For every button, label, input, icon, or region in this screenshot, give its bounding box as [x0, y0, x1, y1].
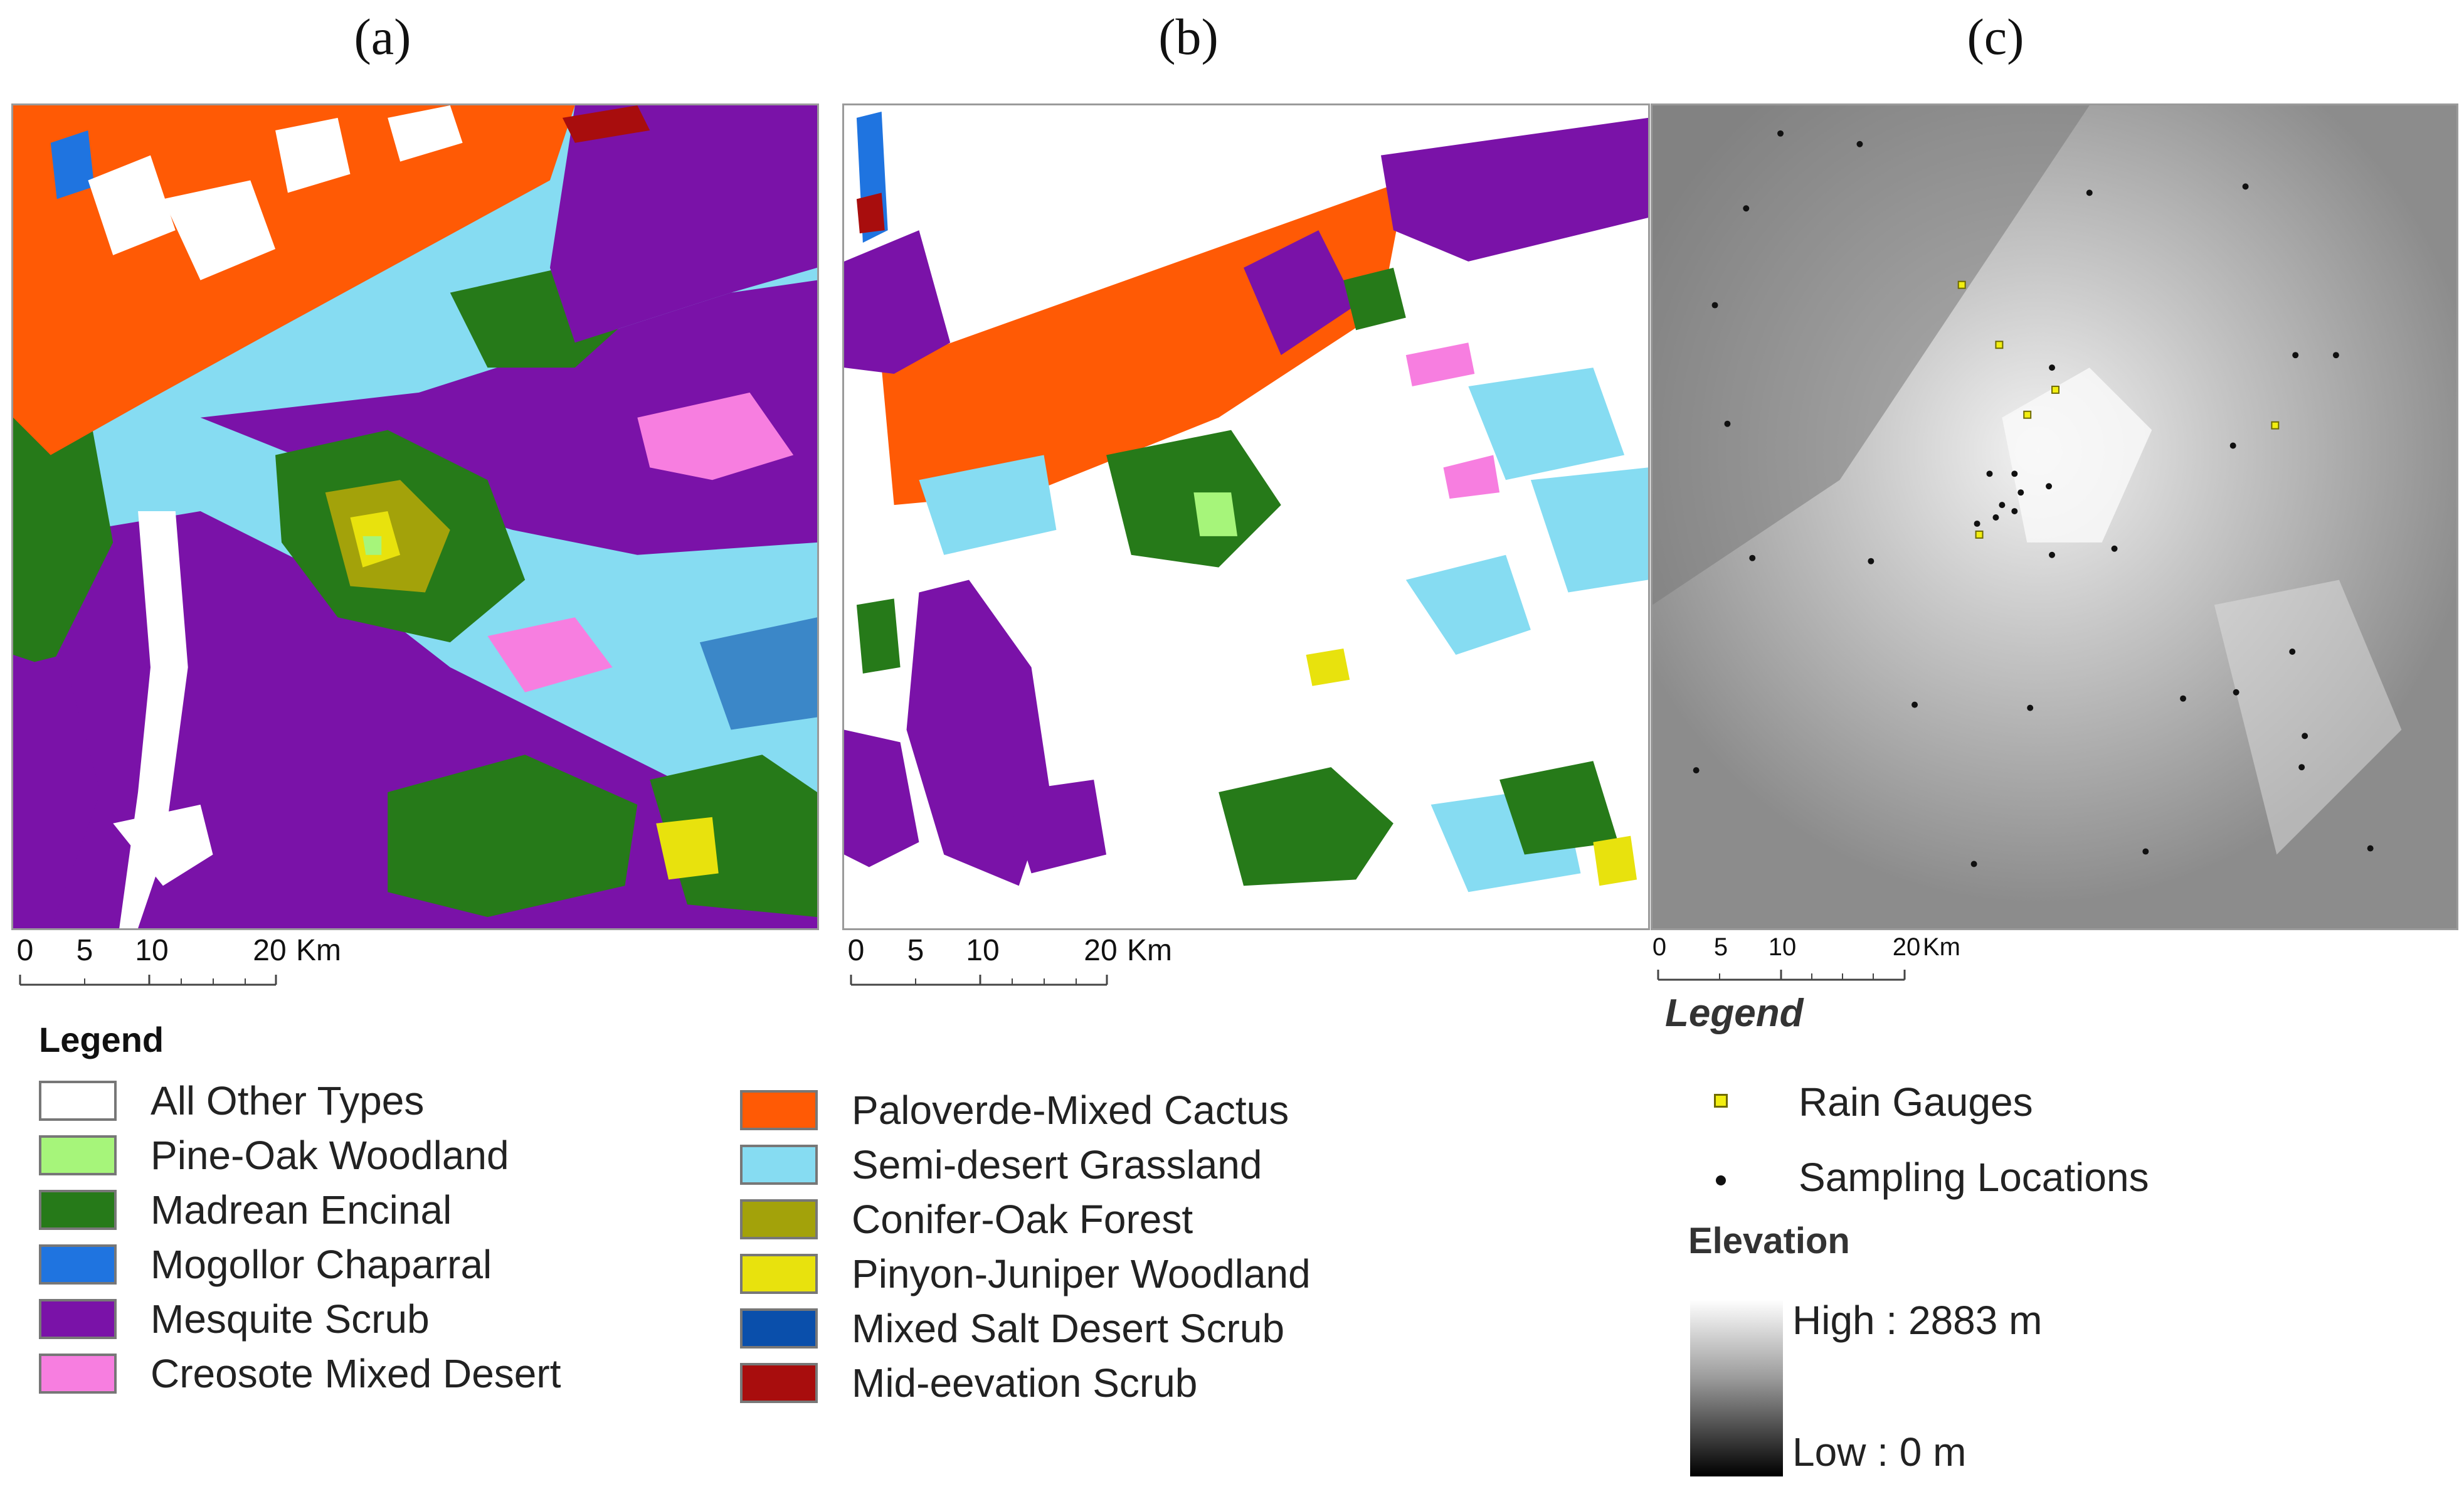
legend-label: Mixed Salt Desert Scrub — [852, 1306, 1285, 1351]
rain-gauge-legend-symbol — [1714, 1094, 1728, 1108]
legend-item-conifer-oak-forest: Conifer-Oak Forest — [740, 1197, 1193, 1242]
sampling-location-legend-label: Sampling Locations — [1799, 1155, 2149, 1200]
elevation-low-label: Low : 0 m — [1792, 1429, 1967, 1475]
vegetation-legend-title: Legend — [39, 1020, 164, 1059]
scale-bar-graphic-b — [850, 975, 1108, 986]
scale-tick-0: 0 — [1652, 933, 1667, 961]
legend-swatch — [740, 1363, 818, 1403]
vegetation-map-b — [842, 103, 1650, 930]
elevation-high-label: High : 2883 m — [1792, 1298, 2043, 1343]
scale-unit: Km — [296, 934, 341, 967]
legend-label: Conifer-Oak Forest — [852, 1197, 1193, 1242]
legend-item-paloverde-mixed-cactus: Paloverde-Mixed Cactus — [740, 1088, 1289, 1133]
legend-label: Pinyon-Juniper Woodland — [852, 1251, 1311, 1296]
legend-label: Mid-eevation Scrub — [852, 1360, 1198, 1406]
legend-swatch — [39, 1354, 117, 1394]
scale-tick-5: 5 — [907, 934, 924, 967]
scale-tick-0: 0 — [847, 934, 865, 967]
rain-gauge-legend-label: Rain Gauges — [1799, 1079, 2033, 1125]
legend-swatch — [39, 1190, 117, 1230]
legend-item-all-other-types: All Other Types — [39, 1078, 425, 1123]
legend-swatch — [740, 1254, 818, 1294]
scale-tick-10: 10 — [966, 934, 1000, 967]
legend-swatch — [740, 1145, 818, 1185]
legend-item-creosote-mixed-desert: Creosote Mixed Desert — [39, 1351, 561, 1396]
legend-item-mesquite-scrub: Mesquite Scrub — [39, 1296, 430, 1342]
scale-bar-c: 0 5 10 20 Km — [1651, 933, 1977, 1002]
legend-item-mixed-salt-desert-scrub: Mixed Salt Desert Scrub — [740, 1306, 1285, 1351]
legend-label: Semi-desert Grassland — [852, 1142, 1262, 1187]
scale-tick-10: 10 — [1768, 933, 1797, 961]
legend-label: Creosote Mixed Desert — [151, 1351, 561, 1396]
panel-label-c: (c) — [1967, 8, 2024, 65]
elevation-gradient-ramp — [1690, 1300, 1783, 1476]
scale-tick-20: 20 — [1084, 934, 1118, 967]
elevation-map-c — [1651, 103, 2458, 930]
legend-item-madrean-encinal: Madrean Encinal — [39, 1187, 452, 1232]
legend-item-pine-oak-woodland: Pine-Oak Woodland — [39, 1133, 509, 1178]
legend-label: Pine-Oak Woodland — [151, 1133, 509, 1178]
scale-unit: Km — [1127, 934, 1172, 967]
legend-item-mogollon-chaparral: Mogollor Chaparral — [39, 1242, 492, 1287]
legend-label: Mogollor Chaparral — [151, 1242, 492, 1287]
sampling-location-legend-symbol — [1716, 1175, 1726, 1185]
panel-label-b: (b) — [1158, 8, 1219, 65]
legend-swatch — [740, 1308, 818, 1349]
scale-tick-20: 20 — [1892, 933, 1921, 961]
scale-unit: Km — [1923, 933, 1960, 961]
scale-bar-graphic-a — [19, 975, 277, 986]
legend-swatch — [39, 1135, 117, 1175]
vegetation-map-a — [11, 103, 819, 930]
legend-item-mid-elevation-scrub: Mid-eevation Scrub — [740, 1360, 1198, 1406]
legend-swatch — [39, 1244, 117, 1285]
legend-item-pinyon-juniper-woodland: Pinyon-Juniper Woodland — [740, 1251, 1311, 1296]
scale-tick-5: 5 — [1713, 933, 1728, 961]
scale-bar-a: 0 5 10 20 Km — [13, 933, 341, 1002]
scale-tick-10: 10 — [135, 934, 169, 967]
legend-swatch — [39, 1081, 117, 1121]
scale-tick-0: 0 — [16, 934, 34, 967]
legend-label: Mesquite Scrub — [151, 1296, 430, 1342]
elevation-title: Elevation — [1688, 1221, 1850, 1261]
sampling-location-points — [1693, 130, 2374, 867]
legend-swatch — [39, 1299, 117, 1339]
legend-swatch — [740, 1090, 818, 1130]
scale-tick-20: 20 — [253, 934, 287, 967]
legend-item-semi-desert-grassland: Semi-desert Grassland — [740, 1142, 1262, 1187]
legend-label: Paloverde-Mixed Cactus — [852, 1088, 1289, 1133]
rain-gauge-points — [1957, 280, 2280, 539]
legend-swatch — [740, 1199, 818, 1239]
elevation-legend-title: Legend — [1665, 992, 1804, 1035]
scale-tick-5: 5 — [76, 934, 93, 967]
scale-bar-b: 0 5 10 20 Km — [843, 933, 1172, 1002]
legend-label: All Other Types — [151, 1078, 425, 1123]
scale-bar-graphic-c — [1657, 970, 1906, 981]
panel-label-a: (a) — [354, 8, 411, 65]
legend-label: Madrean Encinal — [151, 1187, 452, 1232]
